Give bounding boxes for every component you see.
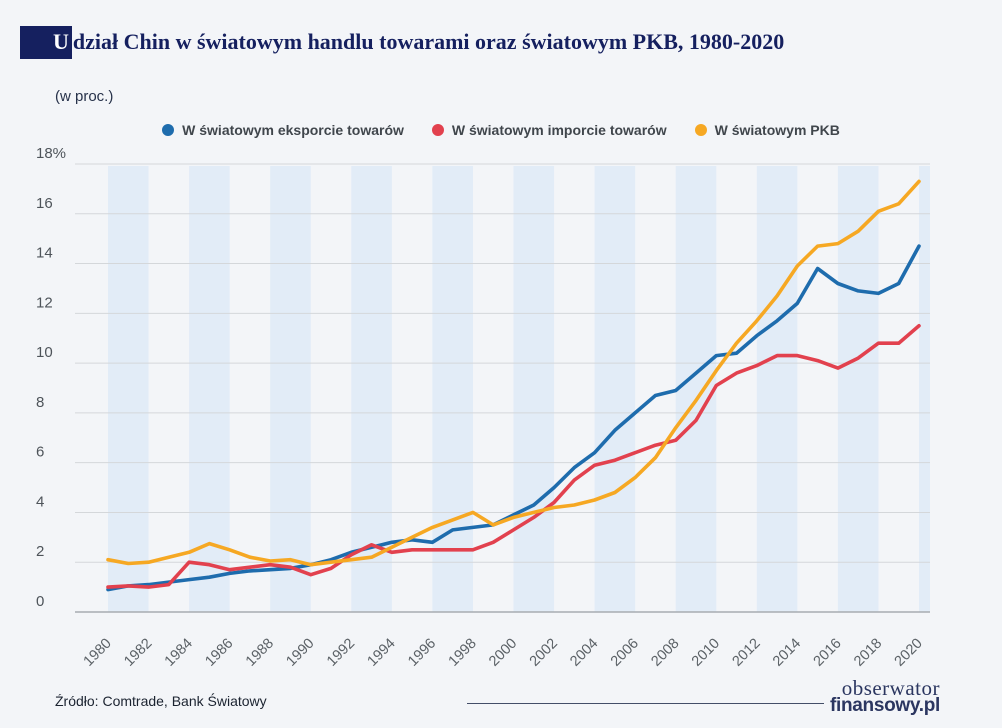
- legend-label-gdp: W światowym PKB: [714, 122, 840, 138]
- background-stripe: [108, 166, 149, 612]
- y-tick-label: 14: [36, 245, 53, 262]
- title-text: dział Chin w światowym handlu towarami o…: [72, 29, 785, 54]
- publisher-logo-line1: obserwator: [841, 676, 940, 700]
- background-stripe: [189, 166, 230, 612]
- legend-dot-exports-icon: [162, 124, 175, 136]
- x-tick-label: 2004: [567, 636, 601, 670]
- background-stripe: [756, 166, 798, 612]
- legend-label-exports: W światowym eksporcie towarów: [182, 122, 404, 138]
- x-tick-label: 2018: [851, 636, 885, 670]
- x-tick-label: 1980: [81, 636, 115, 670]
- background-stripe: [594, 166, 636, 612]
- x-tick-label: 1984: [162, 636, 196, 670]
- page-title: U dział Chin w światowym handlu towarami…: [20, 26, 784, 59]
- background-stripe: [351, 166, 392, 612]
- x-tick-label: 1988: [243, 636, 277, 670]
- x-tick-label: 2016: [811, 636, 845, 670]
- x-tick-label: 2012: [729, 636, 763, 670]
- legend-item-exports: W światowym eksporcie towarów: [162, 122, 404, 138]
- x-tick-label: 2014: [770, 636, 804, 670]
- x-tick-label: 1998: [446, 636, 480, 670]
- background-stripe: [270, 166, 311, 612]
- x-tick-label: 2002: [527, 636, 561, 670]
- x-tick-label: 2000: [486, 636, 520, 670]
- series-line-2: [106, 179, 921, 567]
- x-tick-label: 1990: [283, 636, 317, 670]
- background-stripe: [513, 166, 555, 612]
- x-tick-label: 2020: [892, 636, 926, 670]
- y-tick-label: 10: [36, 344, 53, 361]
- x-tick-label: 1986: [202, 636, 236, 670]
- y-tick-label: 6: [36, 444, 44, 461]
- y-tick-label: 4: [36, 493, 44, 510]
- y-tick-label: 8: [36, 394, 44, 411]
- publisher-logo: obserwator finansowy.pl: [829, 676, 940, 716]
- legend-dot-imports-icon: [431, 124, 444, 136]
- x-tick-label: 2010: [689, 636, 723, 670]
- y-tick-label: 2: [36, 543, 44, 560]
- y-tick-label: 12: [36, 294, 53, 311]
- x-tick-label: 1994: [365, 636, 399, 670]
- series-line-0: [106, 244, 921, 592]
- footer-divider: [467, 703, 824, 704]
- chart-legend: W światowym eksporcie towarów W światowy…: [0, 120, 1002, 140]
- x-tick-label: 1992: [324, 636, 358, 670]
- y-tick-label: 18%: [36, 145, 66, 162]
- units-note: (w proc.): [55, 88, 114, 105]
- legend-label-imports: W światowym imporcie towarów: [451, 122, 667, 138]
- legend-dot-gdp-icon: [694, 124, 707, 136]
- background-stripe: [919, 166, 930, 612]
- x-tick-label: 1982: [121, 636, 155, 670]
- title-first-letter-box: U: [20, 26, 72, 59]
- background-stripe: [675, 166, 717, 612]
- x-tick-label: 2008: [648, 636, 682, 670]
- source-note: Źródło: Comtrade, Bank Światowy: [55, 693, 267, 709]
- x-tick-label: 2006: [608, 636, 642, 670]
- y-tick-label: 0: [36, 593, 44, 610]
- legend-item-imports: W światowym imporcie towarów: [431, 122, 667, 138]
- background-stripe: [432, 166, 473, 612]
- series-line-1: [106, 323, 921, 589]
- publisher-logo-line2: finansowy.pl: [829, 695, 940, 716]
- x-tick-label: 1996: [405, 636, 439, 670]
- y-tick-label: 16: [36, 195, 53, 212]
- legend-item-gdp: W światowym PKB: [694, 122, 840, 138]
